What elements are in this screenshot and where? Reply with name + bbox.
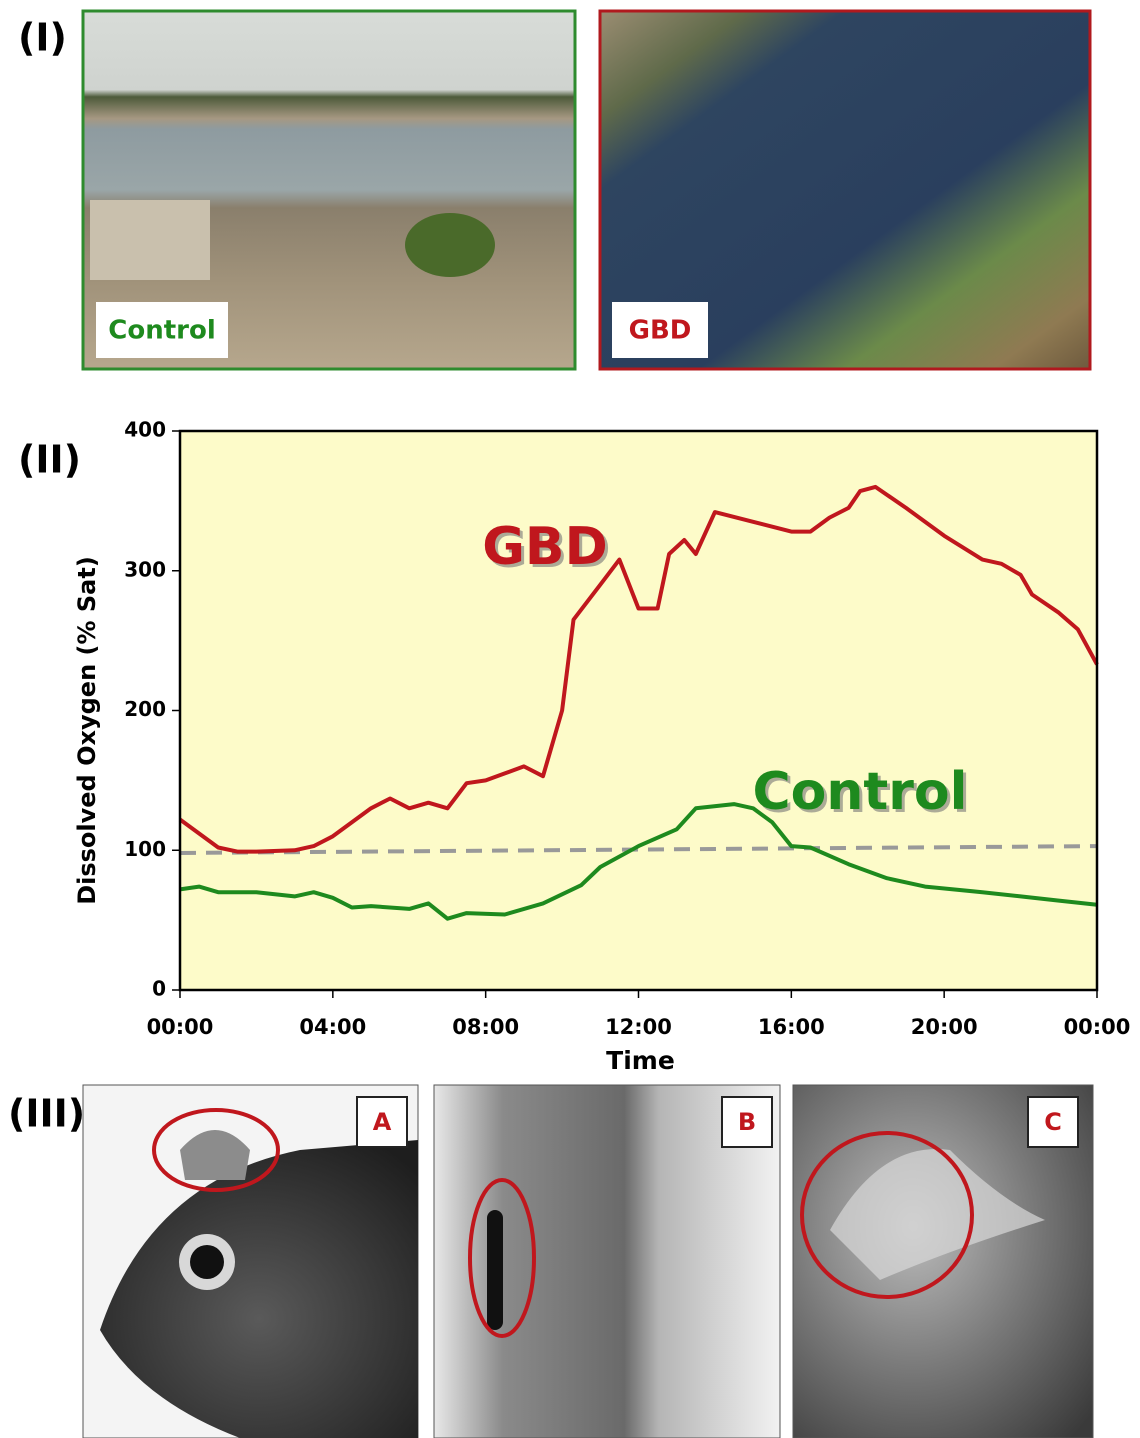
series-line xyxy=(178,484,1099,854)
y-tick-label: 300 xyxy=(124,557,166,581)
x-tick-label: 00:00 xyxy=(1064,1015,1131,1039)
x-tick-label: 04:00 xyxy=(299,1015,366,1039)
plot-area xyxy=(180,431,1097,990)
x-tick-label: 00:00 xyxy=(147,1015,214,1039)
photo-label-box xyxy=(721,1096,773,1148)
panel-label: (II) xyxy=(18,438,81,482)
photo-label: A xyxy=(373,1108,392,1136)
photo-bubble xyxy=(830,1149,1045,1280)
series-line xyxy=(179,802,1098,921)
highlight-ellipse xyxy=(800,1131,974,1299)
photo-bubble xyxy=(180,1130,250,1180)
series-label: GBD xyxy=(482,517,607,577)
plot-frame xyxy=(178,429,1099,992)
y-axis-title: Dissolved Oxygen (% Sat) xyxy=(73,556,101,905)
y-tick-label: 0 xyxy=(152,977,166,1001)
highlight-ellipse xyxy=(152,1108,280,1192)
photo-label-box xyxy=(1027,1096,1079,1148)
photo-pupil xyxy=(190,1245,224,1279)
x-tick-label: 20:00 xyxy=(911,1015,978,1039)
x-axis-title: Time xyxy=(606,1046,675,1075)
y-tick-label: 100 xyxy=(124,837,166,861)
photo-bubble xyxy=(487,1210,503,1330)
photo-label-box xyxy=(96,302,228,358)
photo-label-box xyxy=(356,1096,408,1148)
series-label-shadow: GBD xyxy=(485,520,610,580)
highlight-ellipse xyxy=(468,1178,536,1338)
photo-label: B xyxy=(738,1108,756,1136)
chart: 0 100 200 300 400 00:00 04:00 08:00 12:00 16:00 20… xyxy=(73,418,1130,1076)
y-tick-label: 400 xyxy=(124,418,166,442)
panel-label: (I) xyxy=(18,16,67,60)
photo-label: C xyxy=(1044,1108,1062,1136)
photo-label-box xyxy=(612,302,708,358)
x-tick-label: 16:00 xyxy=(758,1015,825,1039)
photo-structure xyxy=(90,200,210,280)
series-label: Control xyxy=(753,762,968,822)
x-tick-label: 12:00 xyxy=(605,1015,672,1039)
photo-label: Control xyxy=(108,316,215,346)
photo-label: GBD xyxy=(629,316,692,346)
panel-label: (III) xyxy=(8,1092,85,1136)
photo-fish-body xyxy=(100,1140,418,1438)
series-label-shadow: Control xyxy=(756,765,971,825)
x-tick-label: 08:00 xyxy=(452,1015,519,1039)
reference-line xyxy=(179,844,1098,855)
photo-bush xyxy=(405,213,495,277)
y-tick-label: 200 xyxy=(124,697,166,721)
